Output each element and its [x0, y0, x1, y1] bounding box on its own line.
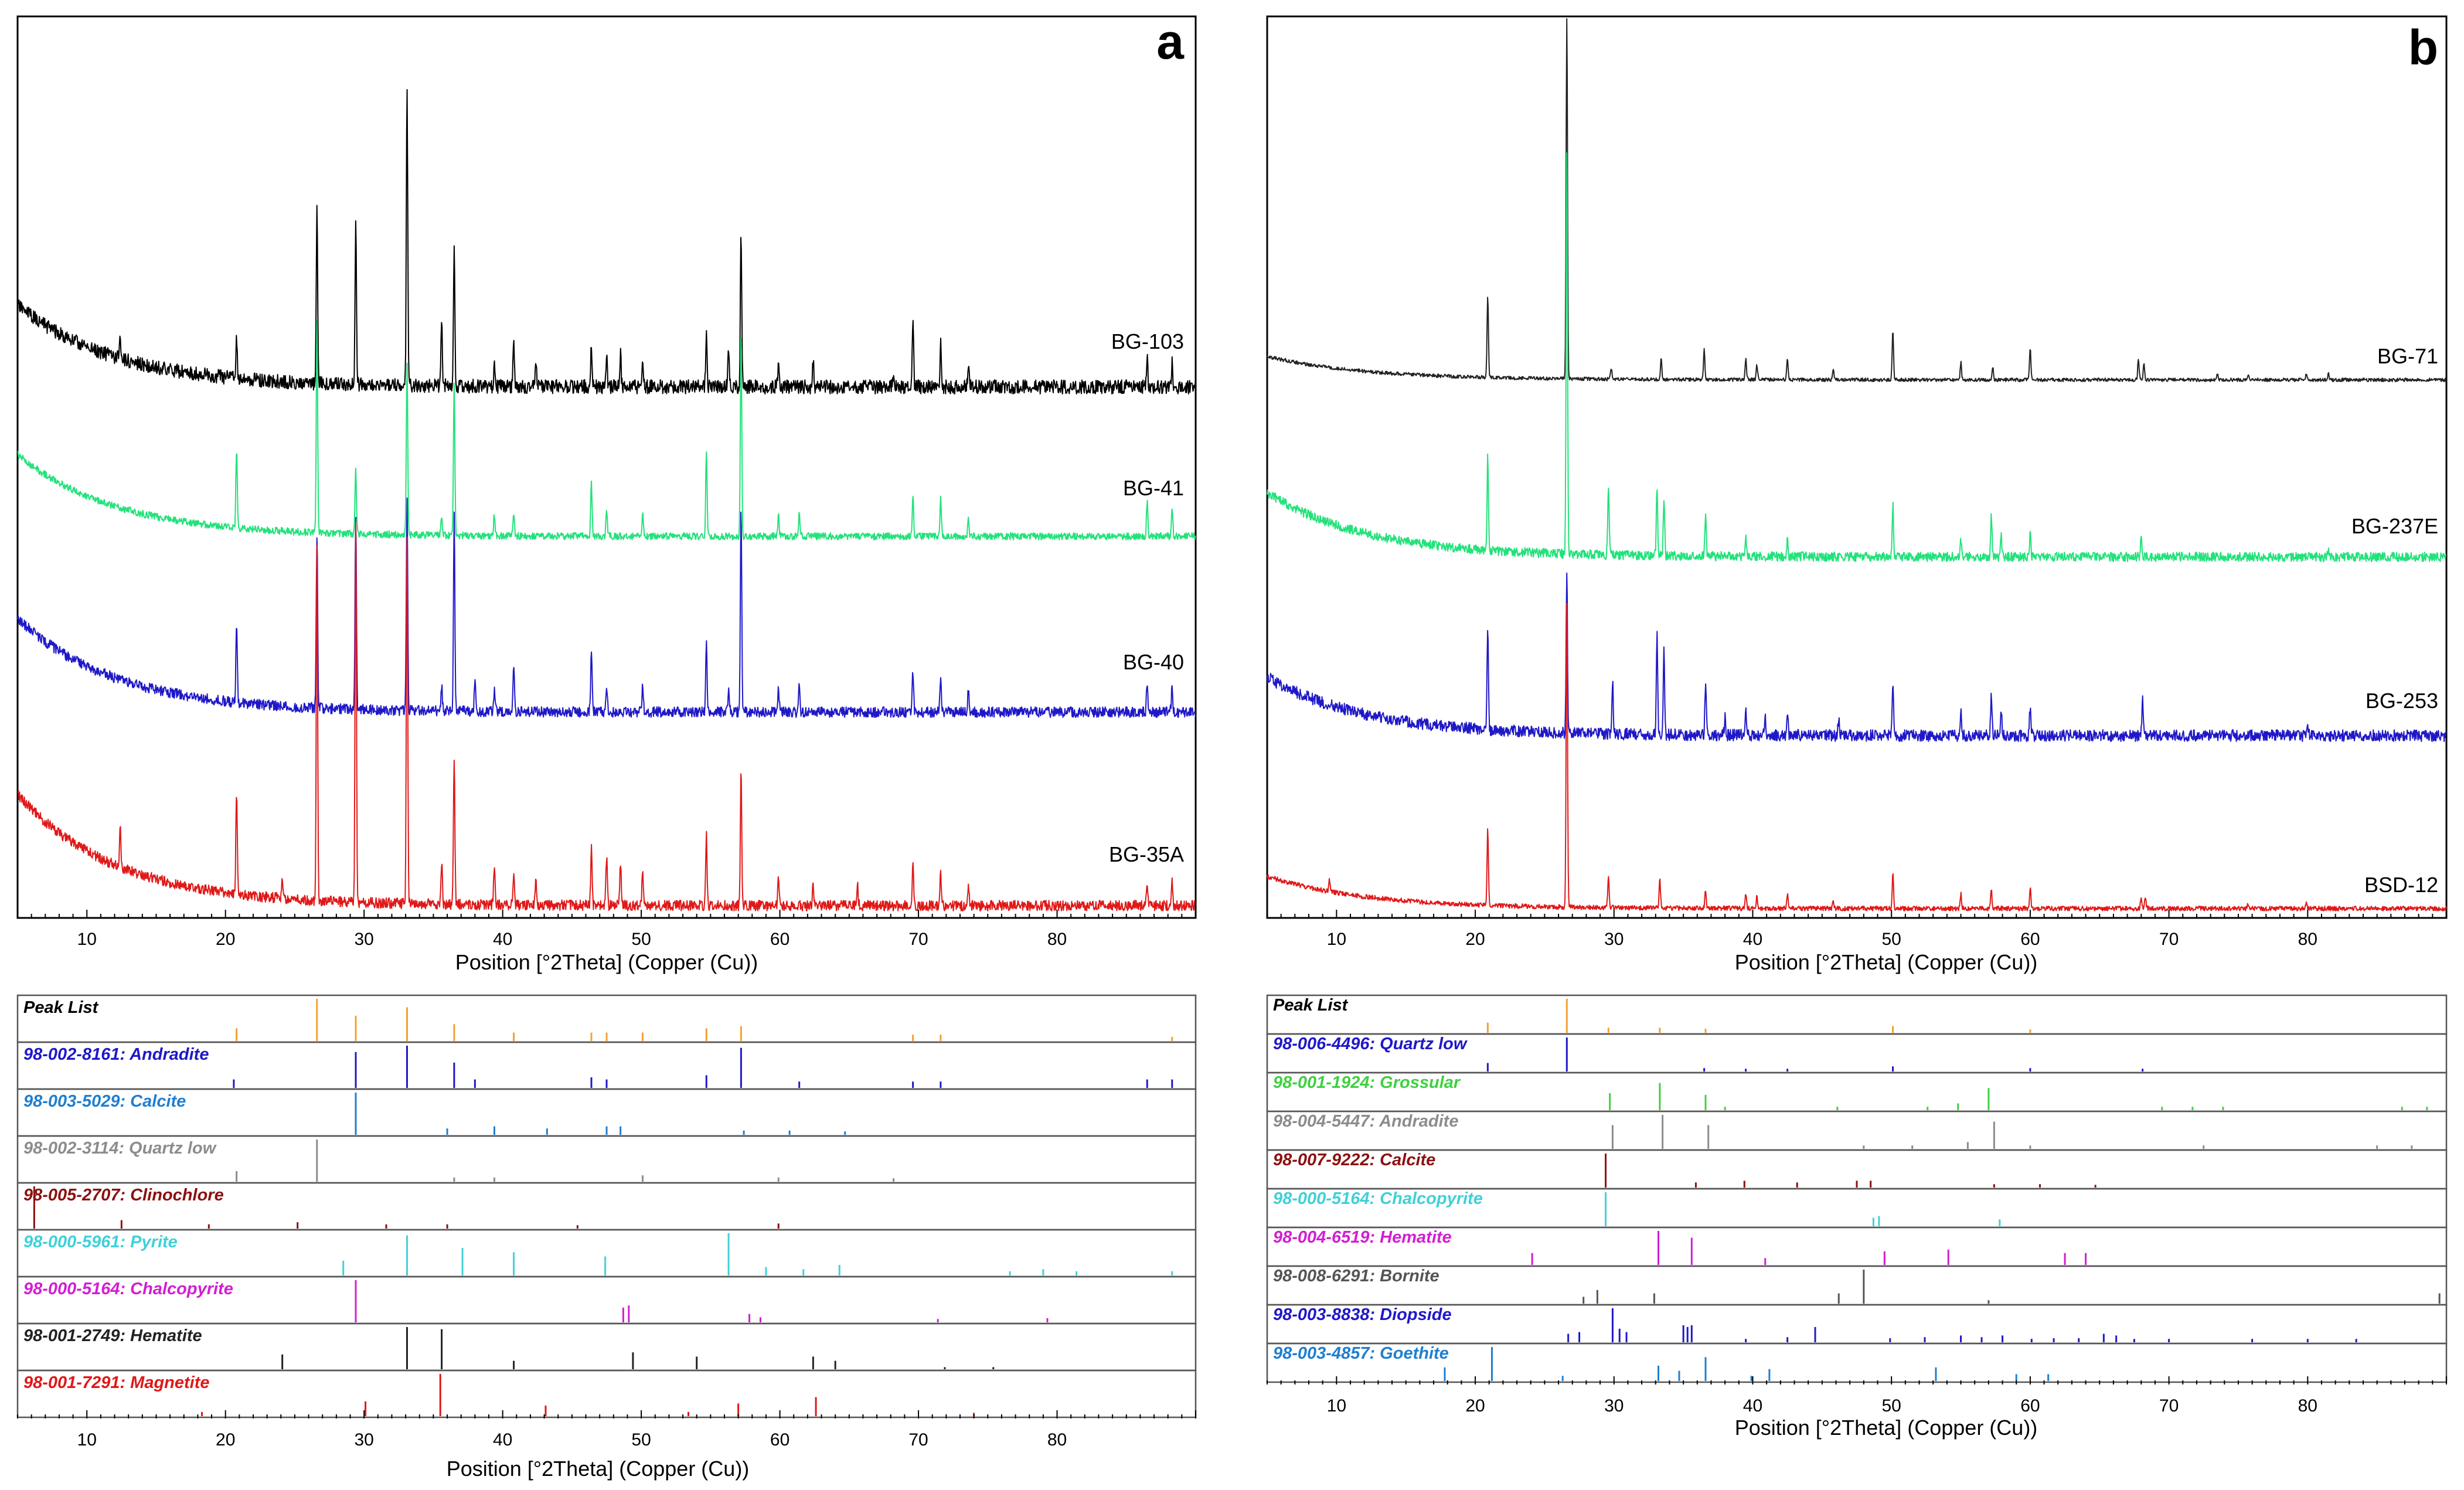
- panel-b-letter: b: [2408, 20, 2438, 75]
- panel-a-reference-tick-label: 30: [354, 1430, 373, 1450]
- panel-a-letter: a: [1156, 14, 1185, 69]
- panel-b-series-bg-237e: [1267, 152, 2447, 562]
- reference-row-label: 98-003-8838: Diopside: [1273, 1305, 1452, 1324]
- panel-a-tick-label: 20: [216, 930, 235, 949]
- reference-row-label: 98-005-2707: Clinochlore: [23, 1186, 224, 1205]
- panel-b-reference-tick-label: 60: [2020, 1396, 2040, 1416]
- panel-a-plot-frame: [16, 15, 1197, 919]
- panel-b-x-ticks: 10 20 30 40 50 60 70 80: [1267, 910, 2447, 949]
- panel-b-series-label-bg-237e: BG-237E: [2351, 514, 2438, 538]
- panel-a-tick-label: 10: [77, 930, 97, 949]
- reference-row-label: 98-002-8161: Andradite: [23, 1045, 209, 1064]
- panel-b-plot-frame: [1266, 15, 2448, 919]
- panel-a-tick-label: 50: [631, 930, 651, 949]
- panel-a-tick-label: 30: [354, 930, 373, 949]
- panel-a-series-bg-103: [17, 89, 1196, 394]
- panel-a-reference-plot: Peak List 98-002-8161: Andradite 98-003-50…: [16, 994, 1197, 1481]
- reference-row-label: 98-001-1924: Grossular: [1273, 1073, 1461, 1092]
- panel-a-reference-tick-label: 10: [77, 1430, 97, 1450]
- panel-a-tick-label: 70: [908, 930, 928, 949]
- panel-b-reference-row-98-000-5164-chalcopyrite: 98-000-5164: Chalcopyrite: [1266, 1188, 2448, 1229]
- panel-b-series-label-bg-253: BG-253: [2366, 689, 2438, 713]
- panel-b-series-bg-71: [1267, 18, 2447, 382]
- reference-row-label: 98-001-2749: Hematite: [23, 1326, 202, 1345]
- reference-row-label: 98-003-5029: Calcite: [23, 1092, 186, 1111]
- panel-b-tick-label: 50: [1881, 930, 1901, 949]
- panel-a-series-group: BG-103 BG-41 BG-40 BG-35A: [17, 89, 1196, 911]
- panel-b: b BG-71 BG-237E BG-253 BSD-12 10 20 30 40 50 60 7…: [1266, 15, 2448, 1440]
- panel-a-reference-tick-label: 20: [216, 1430, 235, 1450]
- reference-row-label: Peak List: [1273, 996, 1349, 1015]
- reference-row-label: Peak List: [23, 998, 99, 1017]
- panel-a: a BG-103 BG-41 BG-40 BG-35A 10 20 30 40 50 60 70 8…: [16, 14, 1197, 1481]
- panel-a-series-bg-41: [17, 320, 1196, 540]
- panel-a-tick-label: 80: [1047, 930, 1067, 949]
- reference-row-frame: [1266, 1342, 2448, 1383]
- reference-row-label: 98-004-5447: Andradite: [1273, 1112, 1458, 1131]
- panel-a-reference-strips: Peak List 98-002-8161: Andradite 98-003-50…: [16, 994, 1197, 1418]
- panel-b-reference-tick-label: 50: [1881, 1396, 1901, 1416]
- panel-b-reference-row-98-003-4857-goethite: 98-003-4857: Goethite: [1266, 1342, 2448, 1383]
- panel-a-series-label-bg-40: BG-40: [1123, 650, 1184, 674]
- panel-b-reference-x-axis-title: Position [°2Theta] (Copper (Cu)): [1735, 1416, 2038, 1440]
- panel-a-reference-x-ticks: 10 20 30 40 50 60 70 80: [17, 1410, 1196, 1450]
- panel-b-tick-label: 30: [1604, 930, 1624, 949]
- reference-row-label: 98-004-6519: Hematite: [1273, 1228, 1452, 1247]
- panel-a-reference-tick-label: 70: [908, 1430, 928, 1450]
- panel-b-tick-label: 10: [1327, 930, 1346, 949]
- panel-b-reference-tick-label: 70: [2159, 1396, 2179, 1416]
- reference-row-label: 98-002-3114: Quartz low: [23, 1139, 217, 1158]
- panel-b-tick-label: 40: [1743, 930, 1762, 949]
- panel-b-tick-label: 60: [2020, 930, 2040, 949]
- panel-b-reference-tick-label: 20: [1465, 1396, 1485, 1416]
- panel-b-tick-label: 20: [1465, 930, 1485, 949]
- reference-row-label: 98-000-5961: Pyrite: [23, 1233, 178, 1251]
- panel-a-reference-tick-label: 80: [1047, 1430, 1067, 1450]
- panel-a-x-ticks: 10 20 30 40 50 60 70 80: [17, 910, 1196, 949]
- panel-a-pattern-plot: a BG-103 BG-41 BG-40 BG-35A 10 20 30 40 50 60 70 8…: [16, 14, 1197, 974]
- panel-b-reference-tick-label: 30: [1604, 1396, 1624, 1416]
- panel-b-reference-tick-label: 40: [1743, 1396, 1762, 1416]
- panel-a-reference-tick-label: 60: [770, 1430, 789, 1450]
- panel-b-tick-label: 80: [2298, 930, 2317, 949]
- panel-b-x-axis-title: Position [°2Theta] (Copper (Cu)): [1735, 950, 2038, 974]
- panel-a-reference-row-98-001-7291-magnetite: 98-001-7291: Magnetite: [16, 1369, 1197, 1418]
- panel-a-reference-x-axis-title: Position [°2Theta] (Copper (Cu)): [447, 1457, 750, 1481]
- panel-b-reference-tick-label: 80: [2298, 1396, 2317, 1416]
- panel-a-series-label-bg-35a: BG-35A: [1109, 842, 1184, 866]
- panel-a-series-bg-40: [17, 497, 1196, 718]
- panel-b-series-group: BG-71 BG-237E BG-253 BSD-12: [1267, 18, 2447, 911]
- panel-a-reference-tick-label: 40: [493, 1430, 512, 1450]
- reference-row-label: 98-001-7291: Magnetite: [23, 1373, 210, 1392]
- panel-b-pattern-plot: b BG-71 BG-237E BG-253 BSD-12 10 20 30 40 50 60 7…: [1266, 15, 2448, 974]
- panel-a-tick-label: 40: [493, 930, 512, 949]
- panel-b-series-label-bg-71: BG-71: [2377, 344, 2438, 368]
- panel-b-reference-plot: Peak List 98-006-4496: Quartz low 98-001-1…: [1266, 994, 2448, 1440]
- panel-a-reference-row-98-001-2749-hematite: 98-001-2749: Hematite: [16, 1322, 1197, 1372]
- panel-a-series-label-bg-41: BG-41: [1123, 476, 1184, 500]
- panel-b-reference-x-ticks: 10 20 30 40 50 60 70 80: [1267, 1376, 2447, 1416]
- panel-b-reference-strips: Peak List 98-006-4496: Quartz low 98-001-1…: [1266, 994, 2448, 1383]
- panel-a-series-label-bg-103: BG-103: [1111, 329, 1184, 353]
- panel-a-x-axis-title: Position [°2Theta] (Copper (Cu)): [455, 950, 758, 974]
- panel-a-tick-label: 60: [770, 930, 789, 949]
- reference-row-label: 98-008-6291: Bornite: [1273, 1267, 1439, 1285]
- reference-row-frame: [16, 1369, 1197, 1418]
- reference-row-label: 98-007-9222: Calcite: [1273, 1151, 1435, 1169]
- panel-a-reference-tick-label: 50: [631, 1430, 651, 1450]
- panel-b-series-label-bsd-12: BSD-12: [2364, 873, 2438, 897]
- panel-a-series-bg-35a: [17, 521, 1196, 911]
- reference-row-label: 98-006-4496: Quartz low: [1273, 1035, 1468, 1053]
- panel-b-series-bsd-12: [1267, 603, 2447, 911]
- reference-row-label: 98-003-4857: Goethite: [1273, 1344, 1449, 1363]
- panel-b-series-bg-253: [1267, 572, 2447, 742]
- panel-b-tick-label: 70: [2159, 930, 2179, 949]
- reference-row-label: 98-000-5164: Chalcopyrite: [1273, 1189, 1483, 1208]
- panel-b-reference-tick-label: 10: [1327, 1396, 1346, 1416]
- reference-row-label: 98-000-5164: Chalcopyrite: [23, 1280, 233, 1298]
